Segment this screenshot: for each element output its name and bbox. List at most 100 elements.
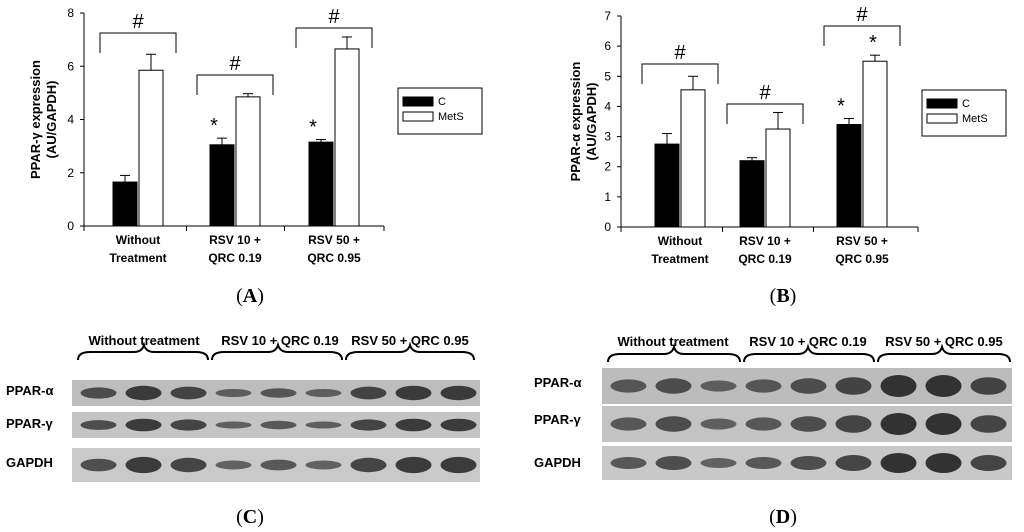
significance-star: * <box>837 95 845 117</box>
y-axis-label: PPAR-γ expression(AU/GAPDH) <box>28 60 59 179</box>
y-tick-label: 3 <box>604 130 611 144</box>
y-tick-label: 2 <box>604 160 611 174</box>
legend-swatch <box>402 96 434 107</box>
y-tick-label: 0 <box>67 219 74 233</box>
bar-mets-3 <box>334 48 360 227</box>
bar-mets-3 <box>862 60 888 228</box>
bar-mets-1 <box>138 69 164 227</box>
blot-d: Without treatment RSV 10 + QRC 0.19 RSV … <box>534 334 1012 480</box>
legend-label: MetS <box>438 111 464 123</box>
category-label-2: RSV 10 + QRC 0.19 <box>738 234 792 266</box>
bar-c-3 <box>308 141 334 227</box>
blot-d-brace-1 <box>607 343 741 363</box>
blot-band <box>215 460 252 470</box>
category-label-1: Without Treatment <box>651 234 708 266</box>
blot-c-bands <box>80 385 477 474</box>
blot-c-group-1: Without treatment <box>88 333 200 348</box>
blot-band <box>880 453 917 473</box>
significance-bracket <box>726 103 804 124</box>
significance-star: * <box>869 32 877 54</box>
blot-d-brace-3 <box>877 343 1011 363</box>
blot-d-group-3: RSV 50 + QRC 0.95 <box>885 334 1002 349</box>
blot-d-row-label-3: GAPDH <box>534 455 581 470</box>
y-axis-label: PPAR-α expression(AU/GAPDH) <box>568 62 599 182</box>
y-tick-label: 4 <box>67 113 74 127</box>
legend-swatch <box>926 113 958 124</box>
blot-band <box>80 458 117 472</box>
blot-band <box>700 380 737 392</box>
blot-band <box>655 378 692 394</box>
significance-hash: # <box>759 82 771 104</box>
blot-band <box>125 456 162 474</box>
legend-box <box>921 89 1007 137</box>
panel-label-a: (A) <box>236 285 264 307</box>
blot-band <box>925 375 962 397</box>
y-tick-label: 6 <box>67 59 74 73</box>
blot-band <box>440 418 477 432</box>
category-label-3: RSV 50 + QRC 0.95 <box>307 233 361 265</box>
blot-band <box>610 417 647 431</box>
bar-mets-1 <box>680 89 706 228</box>
bar-mets-2 <box>235 96 261 227</box>
blot-band <box>790 456 827 470</box>
chart-b: 0 1 2 3 4 5 6 7 PPAR-α expression(AU/GAPDH) Witho… <box>568 4 1007 266</box>
significance-hash: # <box>132 11 144 33</box>
blot-band <box>170 386 207 400</box>
significance-bracket <box>823 25 901 46</box>
blot-c-row-label-3: GAPDH <box>6 455 53 470</box>
blot-c-group-2: RSV 10 + QRC 0.19 <box>221 333 338 348</box>
y-tick-label: 2 <box>67 166 74 180</box>
legend-label: C <box>962 98 970 110</box>
blot-band <box>880 413 917 435</box>
blot-band <box>125 385 162 401</box>
category-label-2: RSV 10 + QRC 0.19 <box>208 233 262 265</box>
category-label-1: Without Treatment <box>109 233 166 265</box>
blot-c: Without treatment RSV 10 + QRC 0.19 RSV … <box>6 333 480 482</box>
blot-c-brace-3 <box>345 341 475 361</box>
blot-band <box>395 456 432 474</box>
blot-band <box>395 418 432 432</box>
significance-star: * <box>210 115 218 137</box>
blot-band <box>925 453 962 473</box>
blot-band <box>655 416 692 432</box>
bar-c-1 <box>112 181 138 227</box>
legend-box <box>397 87 483 135</box>
significance-hash: # <box>328 6 340 28</box>
blot-band <box>925 413 962 435</box>
blot-band <box>215 389 252 397</box>
significance-hash: # <box>229 53 241 75</box>
blot-band <box>350 386 387 400</box>
blot-d-group-1: Without treatment <box>617 334 729 349</box>
blot-c-row-label-2: PPAR-γ <box>6 416 53 431</box>
y-tick-label: 0 <box>604 220 611 234</box>
blot-band <box>305 460 342 470</box>
blot-band <box>80 387 117 399</box>
y-tick-label: 7 <box>604 9 611 23</box>
blot-band <box>260 459 297 471</box>
panel-label-c: (C) <box>236 506 264 528</box>
blot-band <box>655 456 692 470</box>
y-tick-label: 8 <box>67 6 74 20</box>
blot-band <box>395 385 432 401</box>
blot-d-group-2: RSV 10 + QRC 0.19 <box>749 334 866 349</box>
blot-band <box>170 457 207 473</box>
blot-band <box>260 420 297 430</box>
blot-band <box>610 379 647 393</box>
blot-band <box>440 456 477 474</box>
blot-c-row-label-1: PPAR-α <box>6 383 53 398</box>
blot-d-bands <box>610 375 1007 473</box>
y-tick-label: 1 <box>604 190 611 204</box>
blot-band <box>80 420 117 430</box>
blot-band <box>970 455 1007 471</box>
blot-band <box>745 379 782 393</box>
blot-c-group-3: RSV 50 + QRC 0.95 <box>351 333 468 348</box>
legend-swatch <box>926 98 958 109</box>
y-tick-label: 5 <box>604 69 611 83</box>
blot-band <box>170 419 207 431</box>
significance-bracket <box>196 74 274 95</box>
blot-band <box>835 377 872 395</box>
legend: C MetS <box>921 89 1007 137</box>
blot-band <box>260 388 297 398</box>
chart-a: 0 2 4 6 8 PPAR-γ expression(AU/GAPDH) Without T… <box>28 6 483 265</box>
